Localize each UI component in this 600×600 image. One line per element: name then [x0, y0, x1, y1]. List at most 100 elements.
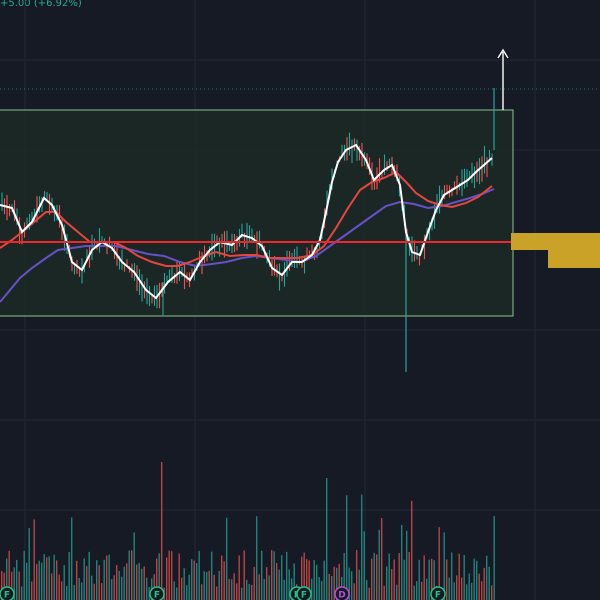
badge-letter: F	[154, 591, 160, 600]
volume-bar	[16, 559, 18, 600]
volume-bar	[211, 551, 213, 600]
volume-bar	[493, 516, 495, 600]
volume-bar	[231, 579, 233, 600]
volume-bar	[463, 555, 465, 600]
volume-bar	[196, 563, 198, 600]
badge-circle	[334, 586, 350, 600]
volume-bar	[263, 578, 265, 600]
volume-bar	[331, 576, 333, 600]
volume-bar	[381, 518, 383, 600]
volume-bar	[276, 563, 278, 600]
volume-bar	[236, 583, 238, 600]
volume-bar	[488, 566, 490, 600]
volume-bar	[278, 569, 280, 600]
volume-bar	[261, 550, 263, 600]
badge-circle	[149, 586, 165, 600]
moving-average-medium	[0, 170, 493, 267]
volume-bar	[421, 581, 423, 600]
volume-bar	[3, 572, 5, 600]
volume-bar	[373, 552, 375, 600]
volume-bar	[461, 577, 463, 600]
volume-bar	[361, 494, 363, 600]
volume-bar	[391, 569, 393, 600]
volume-bar	[433, 560, 435, 600]
volume-bar	[398, 553, 400, 600]
volume-bar	[448, 577, 450, 600]
volume-bar	[66, 585, 68, 600]
volume-bar	[86, 566, 88, 600]
volume-bar	[116, 565, 118, 600]
volume-bar	[453, 582, 455, 600]
price-range-box[interactable]	[0, 109, 514, 317]
volume-bar	[428, 559, 430, 600]
volume-bar	[468, 573, 470, 600]
volume-bar	[458, 553, 460, 600]
volume-bar	[33, 519, 35, 600]
volume-bars	[1, 462, 495, 600]
volume-bar	[111, 579, 113, 600]
volume-bar	[71, 517, 73, 600]
volume-bar	[181, 577, 183, 600]
volume-bar	[183, 568, 185, 600]
volume-bar	[228, 578, 230, 600]
badge-letter: F	[301, 591, 307, 600]
volume-bar	[466, 584, 468, 600]
volume-bar	[148, 587, 150, 600]
volume-bar	[188, 574, 190, 600]
moving-average-fast	[0, 143, 493, 300]
financials-badge: F	[296, 586, 312, 600]
volume-bar	[403, 559, 405, 600]
volume-bar	[91, 575, 93, 600]
volume-bar	[11, 571, 13, 600]
volume-bar	[401, 525, 403, 600]
supply-zone-lower[interactable]	[548, 250, 600, 268]
volume-bar	[283, 579, 285, 600]
volume-bar	[356, 550, 358, 600]
volume-bar	[253, 566, 255, 600]
badge-circle	[430, 586, 446, 600]
volume-bar	[226, 517, 228, 600]
volume-bar	[431, 558, 433, 600]
volume-bar	[201, 584, 203, 600]
volume-bar	[423, 555, 425, 600]
volume-bar	[271, 550, 273, 600]
volume-bar	[208, 570, 210, 600]
volume-bar	[368, 587, 370, 600]
volume-bar	[348, 567, 350, 600]
supply-zone-upper[interactable]	[511, 233, 600, 250]
volume-bar	[336, 567, 338, 600]
badge-letter: F	[435, 591, 441, 600]
volume-bar	[473, 558, 475, 600]
volume-bar	[486, 555, 488, 600]
volume-bar	[118, 570, 120, 600]
volume-bar	[353, 583, 355, 600]
volume-bar	[308, 560, 310, 600]
volume-bar	[168, 550, 170, 600]
volume-bar	[96, 560, 98, 600]
volume-bar	[173, 581, 175, 600]
volume-bar	[136, 564, 138, 600]
volume-bar	[176, 587, 178, 600]
volume-bar	[141, 568, 143, 600]
volume-bar	[126, 563, 128, 600]
volume-bar	[318, 577, 320, 600]
volume-bar	[6, 558, 8, 600]
volume-bar	[138, 562, 140, 600]
volume-bar	[483, 567, 485, 600]
volume-bar	[333, 566, 335, 600]
volume-bar	[316, 564, 318, 600]
volume-bar	[61, 581, 63, 600]
volume-bar	[156, 558, 158, 600]
volume-bar	[346, 495, 348, 600]
badge-letter: F	[4, 591, 10, 600]
volume-bar	[221, 555, 223, 600]
volume-bar	[358, 569, 360, 600]
volume-bar	[68, 551, 70, 600]
volume-bar	[121, 576, 123, 600]
volume-bar	[76, 560, 78, 600]
volume-bar	[63, 565, 65, 600]
volume-bar	[21, 586, 23, 600]
volume-bar	[273, 551, 275, 600]
